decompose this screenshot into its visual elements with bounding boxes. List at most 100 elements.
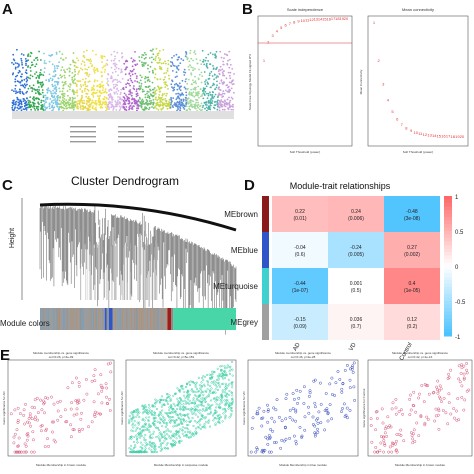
manhattan-point [104,68,107,71]
manhattan-point [104,88,107,90]
scatter-point [194,413,197,416]
manhattan-point [72,108,75,111]
scale-step [444,210,452,214]
manhattan-point [87,75,90,78]
manhattan-point [134,51,136,53]
manhattan-point [137,100,139,103]
scatter-subtitle: cor=0.42, p=1e-16 [408,355,433,359]
scatter-point [135,434,138,437]
heatmap-cell [272,268,328,304]
manhattan-point [59,74,62,77]
scatter-point [419,415,423,419]
scatter-point [202,426,205,429]
heatmap-cell [384,268,440,304]
scatter-point [204,400,207,403]
scatter-point [217,421,220,424]
scatter-point [179,403,182,406]
scatter-point [263,448,267,452]
scatter-point [194,391,197,394]
scale-step [444,280,452,284]
scatter-point [465,368,469,372]
manhattan-point [213,78,216,81]
scatter-point [158,421,161,424]
manhattan-point [94,102,97,105]
scatter-point [422,400,426,404]
scatter-point [455,409,458,413]
scatter-point [208,412,211,416]
manhattan-point [80,108,82,110]
manhattan-point [117,89,120,92]
scatter-point [318,381,322,385]
scatter-point [313,431,317,435]
manhattan-point [154,91,156,94]
manhattan-point [207,60,210,62]
scatter-point [224,374,227,377]
scatter-point [162,420,165,423]
manhattan-point [226,84,229,87]
scatter-point [144,441,147,444]
scatter-point [206,383,210,386]
scatter-point [203,383,206,386]
scatter-ylabel: Gene significance for Control [362,388,366,427]
scale-step [444,213,452,218]
manhattan-point [117,96,119,98]
scatter-point [160,418,163,421]
manhattan-point [53,106,56,109]
manhattan-point [204,83,207,86]
manhattan-point [144,93,147,96]
scatter-point [136,441,139,444]
manhattan-point [29,106,31,109]
manhattan-point [39,71,42,74]
manhattan-point [218,68,221,71]
scale-step [444,283,452,288]
manhattan-point [213,73,216,76]
manhattan-point [140,82,143,85]
scatter-point [130,419,133,422]
manhattan-point [201,106,204,108]
scatter-point [144,445,147,448]
manhattan-point [172,64,175,67]
manhattan-point [183,108,186,110]
manhattan-point [76,95,79,97]
scatter-point [193,420,196,423]
manhattan-point [55,88,58,91]
manhattan-point [160,97,163,99]
scatter-point [182,387,185,390]
scatter-point [397,410,401,413]
scatter-point [169,399,172,402]
scatter-point [100,389,104,393]
manhattan-point [106,108,108,111]
manhattan-point [163,81,166,84]
manhattan-point [83,107,86,109]
manhattan-point [73,68,76,71]
scatter-point [198,409,201,412]
manhattan-point [188,91,191,94]
manhattan-point [51,78,54,81]
scatter-point [166,400,169,403]
manhattan-point [124,108,127,111]
scatter-point [394,442,397,446]
manhattan-point [40,99,43,102]
scatter-point [250,426,254,430]
scatter-point [383,427,387,431]
manhattan-point [108,108,110,111]
scatter-point [134,443,137,446]
heatmap-cell-text: 0.12 [407,317,417,323]
manhattan-point [34,65,37,68]
manhattan-point [66,107,69,110]
scatter-point [303,415,307,419]
scatter-point [196,390,200,393]
manhattan-point [193,95,196,98]
manhattan-point [21,73,23,76]
manhattan-point [133,59,136,62]
scatter-point [328,382,332,386]
scatter-point [138,427,142,431]
manhattan-point [177,92,180,95]
scatter-point [275,398,279,402]
scatter-point [192,397,195,400]
connectivity-point: 19 [455,134,460,139]
scatter-point [222,382,225,385]
manhattan-point [209,63,211,65]
scatter-point [131,417,134,420]
manhattan-point [114,105,117,108]
